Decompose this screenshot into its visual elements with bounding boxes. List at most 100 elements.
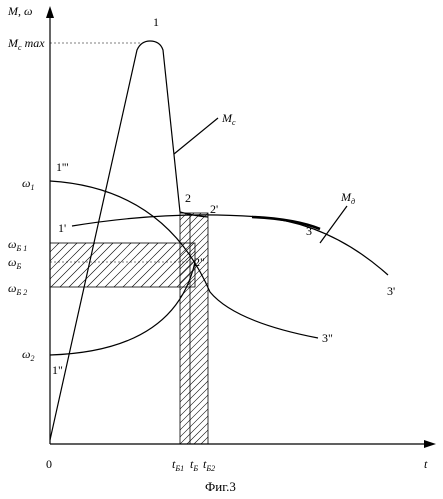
hatch-line-time — [159, 213, 390, 444]
hatched-band-omega — [6, 243, 275, 287]
hatch-line-time — [68, 213, 299, 444]
hatch-line-time — [257, 213, 443, 444]
hatch-line-time — [355, 213, 443, 444]
hatch-line-time — [341, 213, 443, 444]
hatch-line-time — [376, 213, 443, 444]
hatch-line-time — [313, 213, 443, 444]
point-3: 3 — [306, 224, 312, 238]
hatch-line-time — [397, 213, 443, 444]
point-3-prime: 3' — [387, 284, 395, 298]
hatch-line-time — [61, 213, 292, 444]
x-tick-t-b: tБ — [190, 457, 198, 473]
hatch-line-time — [285, 213, 443, 444]
point-2: 2 — [185, 191, 191, 205]
hatch-line-time — [0, 213, 222, 444]
hatch-line-time — [390, 213, 443, 444]
mc-curve-label: Mc — [221, 111, 236, 127]
hatch-line-time — [432, 213, 443, 444]
point-1-prime: 1' — [58, 221, 66, 235]
hatch-line-time — [292, 213, 443, 444]
hatch-line-omega — [96, 243, 140, 287]
hatch-line-time — [208, 213, 439, 444]
hatch-line-time — [138, 213, 369, 444]
hatched-band-time — [0, 213, 443, 444]
hatch-line-time — [362, 213, 443, 444]
hatch-line-omega — [150, 243, 194, 287]
hatch-line-time — [278, 213, 443, 444]
y-axis-arrow — [46, 6, 54, 18]
hatch-line-time — [194, 213, 425, 444]
hatch-line-time — [327, 213, 443, 444]
y-tick-mc-max: Mc max — [7, 36, 45, 52]
point-2-prime: 2' — [210, 202, 218, 216]
hatch-line-omega — [60, 243, 104, 287]
hatch-line-time — [187, 213, 418, 444]
x-axis-label: t — [424, 457, 428, 471]
hatch-line-time — [75, 213, 306, 444]
hatch-line-omega — [114, 243, 158, 287]
point-3-double: 3" — [322, 331, 333, 345]
hatch-line-time — [411, 213, 443, 444]
hatch-line-time — [348, 213, 443, 444]
hatch-line-time — [264, 213, 443, 444]
hatch-line-time — [404, 213, 443, 444]
hatch-line-time — [369, 213, 443, 444]
hatch-line-time — [19, 213, 250, 444]
point-1: 1 — [153, 15, 159, 29]
x-tick-t-b2: tБ2 — [203, 457, 215, 473]
hatch-line-omega — [105, 243, 149, 287]
hatch-line-time — [89, 213, 320, 444]
y-tick-omega-b2: ωБ 2 — [8, 281, 27, 297]
md-curve — [72, 215, 388, 275]
hatch-line-time — [215, 213, 443, 444]
y-tick-omega-b: ωБ — [8, 255, 21, 271]
y-tick-omega1: ω1 — [22, 176, 34, 192]
hatch-line-omega — [78, 243, 122, 287]
hatch-line-omega — [213, 243, 257, 287]
hatch-line-omega — [69, 243, 113, 287]
hatched-band-omega-border — [50, 243, 195, 287]
hatch-line-time — [299, 213, 443, 444]
hatch-line-time — [222, 213, 443, 444]
hatch-line-time — [180, 213, 411, 444]
hatch-line-time — [271, 213, 443, 444]
hatch-line-omega — [141, 243, 185, 287]
axes — [46, 6, 436, 448]
hatch-line-time — [236, 213, 443, 444]
hatch-line-time — [306, 213, 443, 444]
hatch-line-time — [152, 213, 383, 444]
hatch-line-time — [0, 213, 215, 444]
hatch-line-time — [5, 213, 236, 444]
hatch-line-time — [131, 213, 362, 444]
hatch-line-omega — [132, 243, 176, 287]
hatch-line-time — [320, 213, 443, 444]
hatch-line-time — [0, 213, 194, 444]
hatch-line-time — [103, 213, 334, 444]
y-tick-omega-b1: ωБ 1 — [8, 237, 27, 253]
hatch-line-time — [425, 213, 443, 444]
hatch-line-time — [383, 213, 443, 444]
hatch-line-omega — [24, 243, 68, 287]
hatch-line-time — [166, 213, 397, 444]
hatch-line-time — [243, 213, 443, 444]
hatch-line-omega — [33, 243, 77, 287]
hatch-line-time — [124, 213, 355, 444]
hatch-line-time — [26, 213, 257, 444]
hatch-line-omega — [222, 243, 266, 287]
hatch-line-time — [334, 213, 443, 444]
origin-label: 0 — [46, 457, 52, 471]
mc-curve — [50, 41, 208, 440]
x-tick-t-b1: tБ1 — [172, 457, 184, 473]
hatch-line-time — [0, 213, 208, 444]
point-1-double: 1" — [52, 363, 63, 377]
x-axis-arrow — [424, 440, 436, 448]
point-2-double: 2" — [194, 255, 205, 269]
hatch-line-omega — [123, 243, 167, 287]
hatch-line-omega — [231, 243, 275, 287]
hatch-line-time — [201, 213, 432, 444]
hatch-line-time — [96, 213, 327, 444]
hatch-line-time — [0, 213, 201, 444]
hatch-line-time — [33, 213, 264, 444]
y-axis-label: M, ω — [7, 4, 32, 18]
